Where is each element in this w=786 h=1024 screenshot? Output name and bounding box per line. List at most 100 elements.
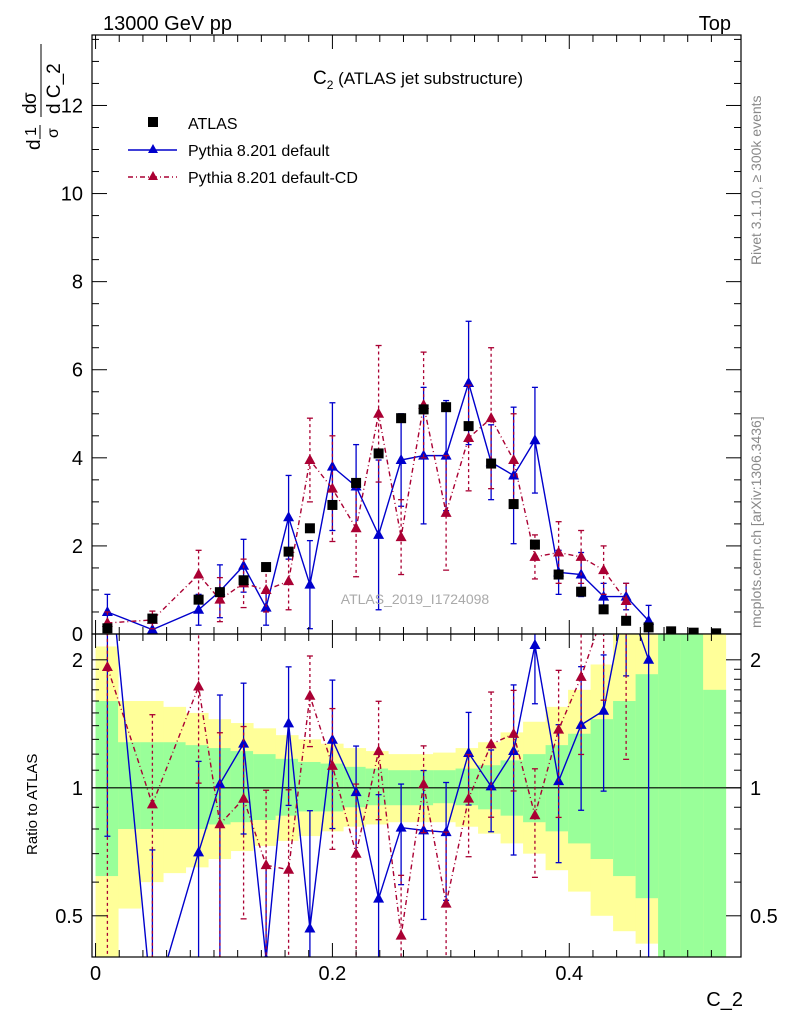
cd-ratio-point	[440, 897, 452, 908]
cd-ratio-point	[146, 798, 158, 809]
default-point	[529, 434, 541, 445]
default-ratio-point	[102, 533, 113, 543]
y-tick-label: 8	[72, 272, 83, 294]
svg-text:σ: σ	[45, 128, 62, 138]
legend-atlas-marker	[148, 117, 158, 127]
atlas-point	[351, 477, 362, 488]
inner-band-bin	[163, 742, 187, 830]
top-data	[101, 320, 655, 634]
legend-cd-label: Pythia 8.201 default-CD	[188, 170, 358, 187]
process-label: Top	[699, 13, 731, 35]
default-ratio-point	[643, 653, 655, 664]
cd-point	[283, 575, 295, 586]
atlas-point	[666, 626, 677, 637]
atlas-point	[486, 458, 497, 469]
inner-band-bin	[613, 701, 637, 877]
atlas-point	[643, 622, 654, 633]
x-tick-label: 0	[90, 963, 101, 985]
cd-point	[395, 531, 407, 542]
atlas-point	[261, 562, 272, 573]
cd-point	[373, 407, 385, 418]
cd-point	[620, 594, 632, 605]
inner-band-bin	[230, 751, 254, 823]
ratio-data	[101, 533, 655, 1014]
y-tick-label: 12	[61, 95, 83, 117]
inner-band-bin	[253, 754, 277, 820]
default-ratio-point	[575, 718, 587, 729]
cd-ratio-point	[304, 689, 316, 700]
inner-band-bin	[433, 770, 457, 804]
cd-point	[214, 593, 226, 604]
default-point	[304, 578, 316, 589]
default-ratio-point	[238, 737, 250, 748]
inner-band-bin	[343, 766, 367, 808]
default-point	[373, 528, 385, 539]
uncertainty-bands	[95, 634, 727, 957]
cd-point	[193, 568, 205, 579]
inner-band-bin	[365, 768, 389, 806]
inner-band-bin	[568, 733, 592, 844]
default-ratio-point	[485, 780, 497, 791]
cd-ratio-point	[529, 809, 541, 820]
atlas-point	[396, 413, 407, 424]
cd-ratio-point	[395, 929, 407, 940]
x-axis-title: C_2	[706, 989, 743, 1011]
cd-ratio-point	[326, 759, 338, 770]
default-point	[643, 614, 655, 625]
ratio-y-tick-label: 2	[72, 650, 83, 672]
y-tick-label: 2	[72, 536, 83, 558]
atlas-point	[327, 499, 338, 510]
inner-band-bin	[185, 745, 209, 830]
y-tick-label: 4	[72, 448, 83, 470]
cd-ratio-point	[418, 778, 430, 789]
cd-point	[463, 432, 475, 443]
ratio-y-tick-label: 0.5	[55, 906, 83, 928]
y-tick-label: 6	[72, 360, 83, 382]
default-ratio-point	[193, 846, 205, 857]
cd-point	[440, 506, 452, 517]
svg-text:σ: σ	[20, 92, 41, 104]
x-tick-label: 0.2	[319, 963, 347, 985]
atlas-point	[193, 594, 204, 605]
default-point	[193, 603, 205, 614]
svg-text:d: d	[24, 139, 45, 150]
cd-ratio-point	[373, 745, 385, 756]
ratio-y-tick-label-right: 0.5	[750, 906, 778, 928]
default-point	[101, 605, 113, 616]
legend: ATLAS Pythia 8.201 default Pythia 8.201 …	[128, 116, 358, 187]
svg-text:d C_2: d C_2	[44, 63, 65, 114]
inner-band-bin	[298, 761, 322, 812]
default-point	[598, 590, 610, 601]
inner-band-bin	[703, 689, 727, 957]
inner-band-bin	[118, 742, 142, 830]
atlas-point	[529, 539, 540, 550]
default-point	[463, 376, 475, 387]
inner-band-bin	[680, 634, 704, 957]
default-ratio-point	[418, 824, 430, 835]
atlas-point	[441, 402, 452, 413]
inner-band-bin	[590, 719, 614, 860]
atlas-point	[463, 421, 474, 432]
default-point	[326, 460, 338, 471]
atlas-point	[304, 523, 315, 534]
analysis-watermark: ATLAS_2019_I1724098	[341, 591, 490, 607]
top-plot: 0 2 4 6 8 10 12	[61, 34, 742, 646]
cd-point	[485, 412, 497, 423]
default-ratio-point	[529, 638, 541, 649]
cd-ratio-line	[106, 634, 597, 936]
inner-band-bin	[140, 742, 164, 830]
default-ratio-point	[373, 892, 385, 903]
ratio-plot: 0.5 0.5 1 1 2 2 0 0.2 0.4	[55, 533, 778, 1014]
cd-point	[598, 564, 610, 575]
atlas-point	[147, 613, 158, 624]
default-ratio-point	[598, 704, 610, 715]
cd-ratio-point	[283, 863, 295, 874]
atlas-point	[373, 448, 384, 459]
cd-point	[575, 550, 587, 561]
default-ratio-point	[147, 1004, 158, 1014]
atlas-point	[553, 569, 564, 580]
atlas-point	[598, 604, 609, 615]
cd-ratio-point	[575, 670, 587, 681]
chart-title: C2 (ATLAS jet substructure)	[313, 68, 523, 92]
atlas-point	[688, 627, 699, 638]
